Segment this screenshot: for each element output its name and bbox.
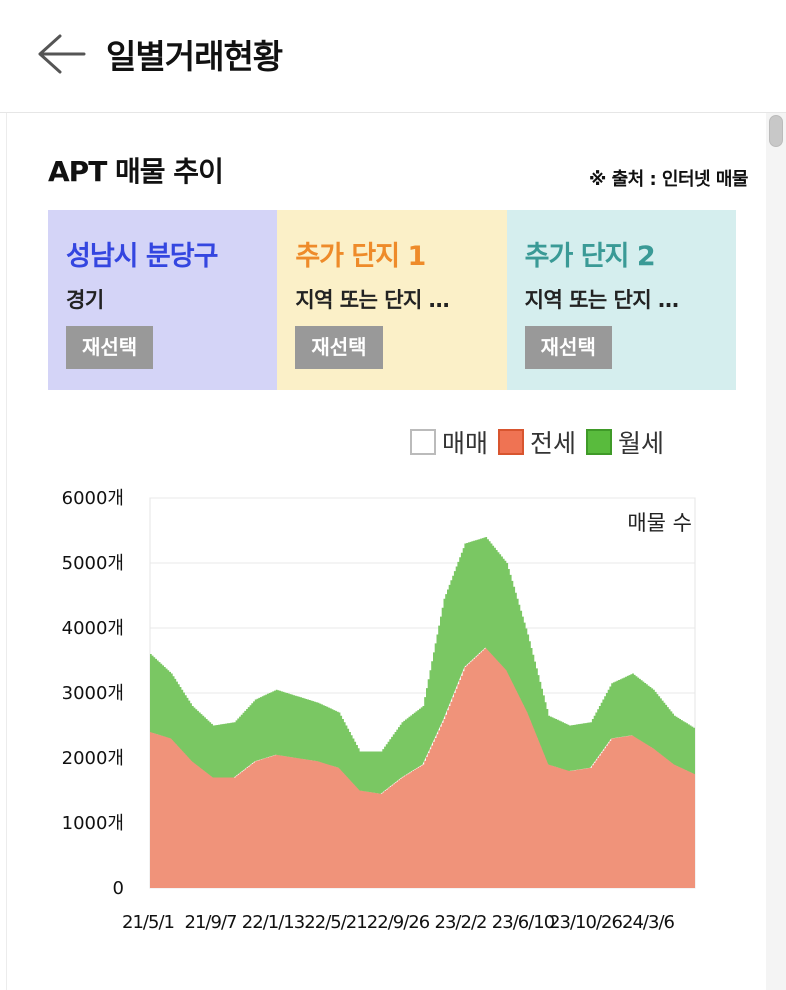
chart-legend: 매매 전세 월세 <box>410 424 674 460</box>
card-title: 추가 단지 2 <box>524 241 656 272</box>
y-tick-label: 2000개 <box>62 748 124 769</box>
x-tick-label: 23/6/10 <box>492 912 555 933</box>
legend-item-jeonse[interactable]: 전세 <box>498 424 576 460</box>
legend-label: 월세 <box>618 429 665 458</box>
x-tick-label: 23/10/26 <box>549 912 622 933</box>
divider <box>6 113 7 990</box>
x-tick-label: 21/5/1 <box>122 912 174 933</box>
legend-swatch <box>410 429 436 455</box>
region-card-main[interactable]: 성남시 분당구 경기 재선택 <box>48 210 278 390</box>
y-tick-label: 6000개 <box>62 488 124 509</box>
arrow-left-icon[interactable] <box>34 32 86 76</box>
x-tick-label: 22/5/21 <box>304 912 366 933</box>
card-subtitle: 경기 <box>66 288 104 312</box>
legend-item-sale[interactable]: 매매 <box>410 424 488 460</box>
page-title: 일별거래현황 <box>106 37 283 76</box>
legend-label: 매매 <box>442 429 489 458</box>
x-tick-label: 21/9/7 <box>185 912 237 933</box>
card-subtitle: 지역 또는 단지 … <box>295 288 450 312</box>
y-tick-label: 4000개 <box>62 618 124 639</box>
card-title: 추가 단지 1 <box>295 241 426 272</box>
y-tick-label: 0 <box>113 878 124 899</box>
reselect-button[interactable]: 재선택 <box>295 326 383 369</box>
top-bar: 일별거래현황 <box>0 0 786 113</box>
reselect-button[interactable]: 재선택 <box>66 326 154 369</box>
x-tick-label: 23/2/2 <box>435 912 487 933</box>
reselect-button[interactable]: 재선택 <box>524 326 612 369</box>
card-subtitle: 지역 또는 단지 … <box>524 288 679 312</box>
x-tick-label: 22/9/26 <box>367 912 430 933</box>
area-series-wolse <box>150 537 695 794</box>
scrollbar[interactable] <box>766 113 786 990</box>
section-title: APT 매물 추이 <box>48 155 224 188</box>
source-note: ※ 출처 : 인터넷 매물 <box>588 169 749 190</box>
region-card-extra-1[interactable]: 추가 단지 1 지역 또는 단지 … 재선택 <box>277 210 507 390</box>
y-tick-label: 1000개 <box>62 813 124 834</box>
x-tick-label: 22/1/13 <box>242 912 305 933</box>
card-title: 성남시 분당구 <box>66 241 218 272</box>
scrollbar-thumb[interactable] <box>769 115 783 147</box>
y-tick-label: 5000개 <box>62 553 124 574</box>
listing-trend-chart: 0 1000개 2000개 3000개 4000개 5000개 6000개 21/5/1 21/… <box>62 488 696 933</box>
x-tick-label: 24/3/6 <box>622 912 674 933</box>
region-card-extra-2[interactable]: 추가 단지 2 지역 또는 단지 … 재선택 <box>506 210 736 390</box>
legend-item-wolse[interactable]: 월세 <box>586 424 664 460</box>
legend-swatch <box>586 429 613 455</box>
y-tick-label: 3000개 <box>62 683 124 704</box>
area-series-jeonse <box>150 647 695 888</box>
chart-annotation: 매물 수 <box>627 511 692 535</box>
legend-swatch <box>498 429 525 455</box>
region-cards: 성남시 분당구 경기 재선택 추가 단지 1 지역 또는 단지 … 재선택 추가… <box>48 210 736 390</box>
legend-label: 전세 <box>530 429 577 458</box>
